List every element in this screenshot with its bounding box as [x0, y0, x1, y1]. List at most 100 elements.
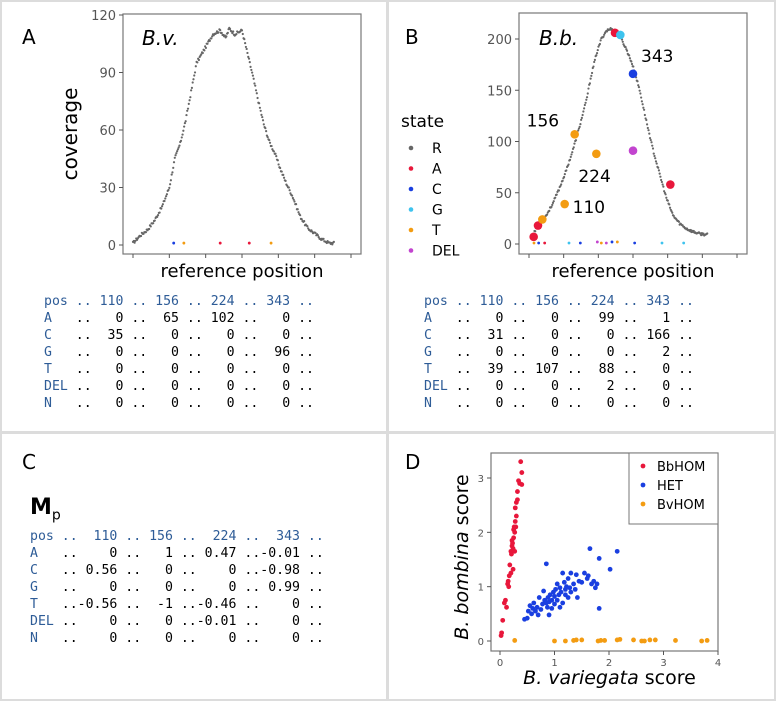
coverage-point [597, 45, 600, 48]
point-bvhom [699, 638, 705, 644]
coverage-point [651, 147, 655, 150]
row-values: .. 0 .. 0 .. 0 .. 2 .. [455, 345, 694, 360]
coverage-point [193, 74, 196, 77]
coverage-point [176, 148, 179, 151]
coverage-point [282, 173, 285, 177]
coverage-point [702, 232, 705, 235]
point-bvhom [552, 638, 557, 644]
x-axis-label: reference position [161, 261, 324, 282]
coverage-point [133, 241, 136, 244]
variant-point-c [633, 241, 637, 245]
point-bvhom [602, 638, 608, 643]
coverage-point [545, 213, 549, 216]
variant-point-t [182, 241, 186, 245]
coverage-point [170, 173, 173, 176]
variant-point-del [595, 240, 599, 244]
position-label: 156 [527, 111, 559, 131]
coverage-point [655, 162, 658, 165]
coverage-point [253, 82, 256, 85]
coverage-point [584, 101, 587, 104]
coverage-point [291, 196, 294, 200]
coverage-point [577, 127, 581, 130]
coverage-point [643, 113, 646, 117]
coverage-point [557, 189, 561, 192]
coverage-point [590, 74, 593, 77]
coverage-point [232, 30, 235, 33]
coverage-point [190, 86, 194, 89]
coverage-point [640, 100, 643, 103]
variant-point-a [533, 221, 543, 230]
coverage-point [630, 62, 634, 66]
coverage-point [692, 229, 695, 233]
row-values: .. 0 .. 0 .. 0 .. 0 .. [61, 631, 324, 646]
point-bvhom [573, 637, 579, 643]
y-axis-label-suffix: score [451, 474, 473, 531]
coverage-point [648, 137, 652, 140]
point-het [607, 566, 613, 572]
coverage-point [259, 109, 262, 112]
legend-label-del: DEL [432, 244, 460, 260]
matrix-label: M [30, 495, 52, 520]
point-bbhom [519, 470, 525, 475]
coverage-point [677, 220, 681, 223]
coverage-chart-bv: 0 30 60 90 120 B.v. reference position coverage [58, 9, 362, 282]
coverage-point [706, 232, 709, 235]
coverage-point [139, 234, 143, 238]
variant-point-del [628, 146, 638, 156]
coverage-point [287, 186, 290, 189]
x-axis-label: B. variegata score [523, 667, 696, 689]
coverage-point [654, 160, 658, 163]
point-het [553, 586, 558, 592]
coverage-point [160, 205, 164, 208]
legend-key-r [408, 145, 414, 151]
coverage-point [175, 152, 178, 155]
row-values: .. 35 .. 0 .. 0 .. 0 .. [75, 328, 314, 343]
point-het [535, 612, 541, 618]
legend-label-a: A [432, 162, 442, 178]
row-label: T [44, 362, 76, 377]
coverage-point [293, 200, 296, 203]
coverage-point [555, 193, 558, 196]
point-bbhom [512, 519, 518, 524]
legend-label-het: HET [657, 479, 683, 494]
coverage-point [250, 68, 253, 72]
coverage-point [660, 180, 663, 184]
point-het [554, 597, 560, 603]
coverage-point [317, 236, 320, 239]
point-het [573, 572, 579, 578]
point-het [568, 570, 574, 576]
coverage-point [588, 82, 592, 85]
coverage-point [134, 239, 137, 242]
coverage-point [292, 198, 295, 201]
coverage-point [161, 203, 164, 206]
coverage-point [255, 92, 258, 95]
point-bvhom [563, 638, 568, 644]
coverage-point [178, 144, 181, 147]
point-bbhom [518, 459, 524, 465]
point-het [561, 579, 567, 585]
point-het [529, 611, 535, 617]
coverage-point [235, 32, 238, 36]
row-values: .. 0 .. 65 .. 102 .. 0 .. [75, 311, 314, 326]
coverage-point [265, 130, 268, 133]
legend-key-g [408, 207, 414, 212]
coverage-point [560, 183, 563, 186]
position-label: 343 [641, 47, 673, 67]
coverage-point [665, 196, 668, 199]
coverage-point [306, 225, 309, 228]
y-tick-label: 30 [99, 182, 116, 197]
table-row: G .. 0 .. 0 .. 0 .. 0.99 .. [30, 579, 324, 596]
coverage-point [659, 175, 662, 178]
coverage-point [654, 157, 657, 160]
coverage-point [192, 78, 195, 81]
coverage-point [266, 136, 269, 139]
coverage-point [664, 193, 667, 196]
table-row: C .. 0.56 .. 0 .. 0 ..-0.98 .. [30, 562, 324, 579]
coverage-point [203, 49, 206, 52]
x-tick-label: 0 [497, 658, 503, 669]
coverage-point [194, 65, 197, 68]
coverage-point [296, 208, 299, 211]
coverage-point [268, 139, 271, 142]
row-label: N [424, 396, 456, 411]
row-values: .. 0 .. 0 .. 2 .. 0 .. [455, 379, 694, 394]
